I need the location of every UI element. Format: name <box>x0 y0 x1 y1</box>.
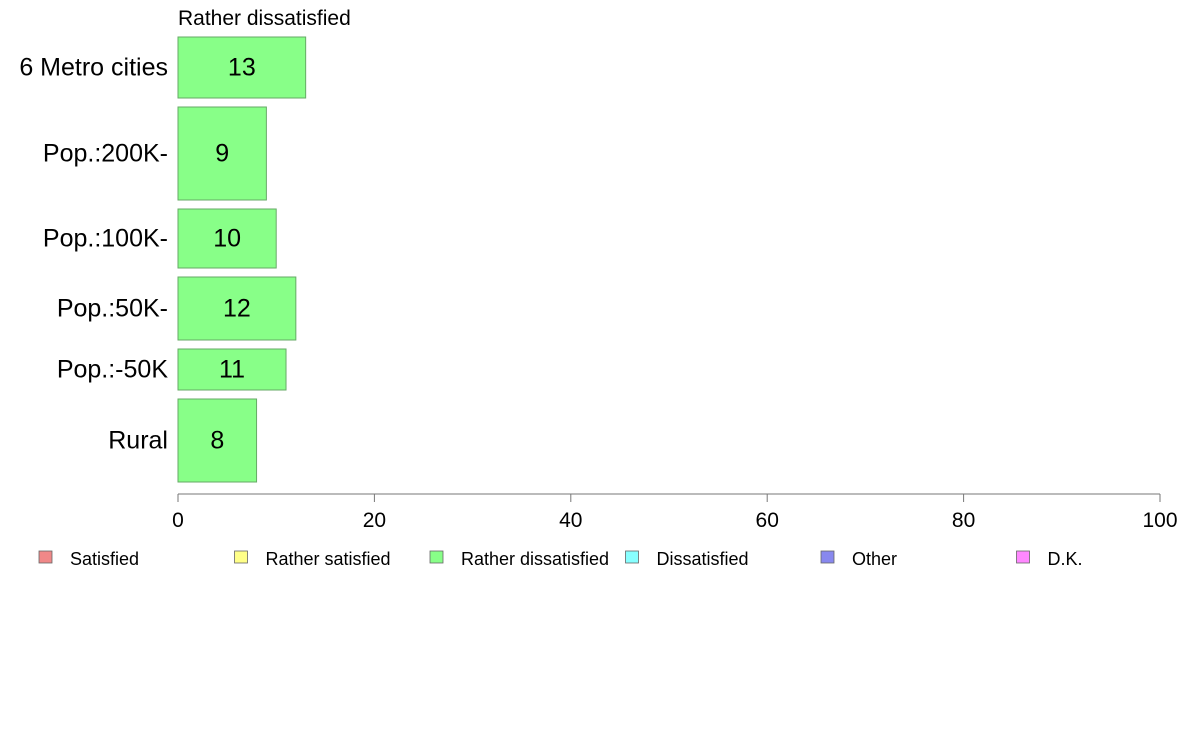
bar <box>177 398 258 483</box>
x-axis: 0 20 40 60 80 100 <box>172 493 1178 532</box>
legend-swatch <box>38 550 53 564</box>
x-tick-label: 100 <box>1142 509 1177 532</box>
x-tick-label: 0 <box>172 509 184 532</box>
category-label: Pop.:100K- <box>43 225 168 253</box>
legend-swatch <box>820 550 835 564</box>
x-tick-label: 60 <box>756 509 779 532</box>
legend-label: Satisfied <box>70 549 139 569</box>
category-labels: 6 Metro cities Pop.:200K- Pop.:100K- Pop.:5… <box>19 54 168 455</box>
bar <box>177 208 277 269</box>
bar <box>177 276 297 341</box>
legend-swatch <box>1016 550 1030 564</box>
bar-value-label: 11 <box>219 356 245 384</box>
category-label: 6 Metro cities <box>19 54 168 82</box>
bar <box>177 36 307 99</box>
category-label: Rural <box>108 427 168 455</box>
x-tick-label: 40 <box>559 509 582 532</box>
bar <box>177 348 287 391</box>
category-label: Pop.:-50K <box>57 356 169 384</box>
category-label: Pop.:200K- <box>43 140 168 168</box>
bar-value-label: 12 <box>223 295 251 323</box>
legend-label: Rather dissatisfied <box>461 549 609 569</box>
bar-value-label: 8 <box>210 427 224 455</box>
legend-label: Dissatisfied <box>657 549 749 569</box>
bar-value-label: 9 <box>215 140 229 168</box>
legend-swatch <box>234 550 248 564</box>
x-tick-label: 80 <box>952 509 975 532</box>
bars: 13 9 10 12 11 8 <box>177 36 307 483</box>
legend-swatch <box>625 550 639 564</box>
bar-value-label: 13 <box>228 54 256 82</box>
bar <box>177 106 267 201</box>
legend-label: Rather satisfied <box>266 549 391 569</box>
legend-label: Other <box>852 549 897 569</box>
legend: Satisfied Rather satisfied Rather dissatis… <box>38 549 1083 569</box>
bar-value-label: 10 <box>213 225 241 253</box>
legend-swatch <box>429 550 444 564</box>
legend-label: D.K. <box>1048 549 1083 569</box>
category-label: Pop.:50K- <box>57 295 168 323</box>
x-tick-label: 20 <box>363 509 386 532</box>
chart-title: Rather dissatisfied <box>178 7 351 30</box>
